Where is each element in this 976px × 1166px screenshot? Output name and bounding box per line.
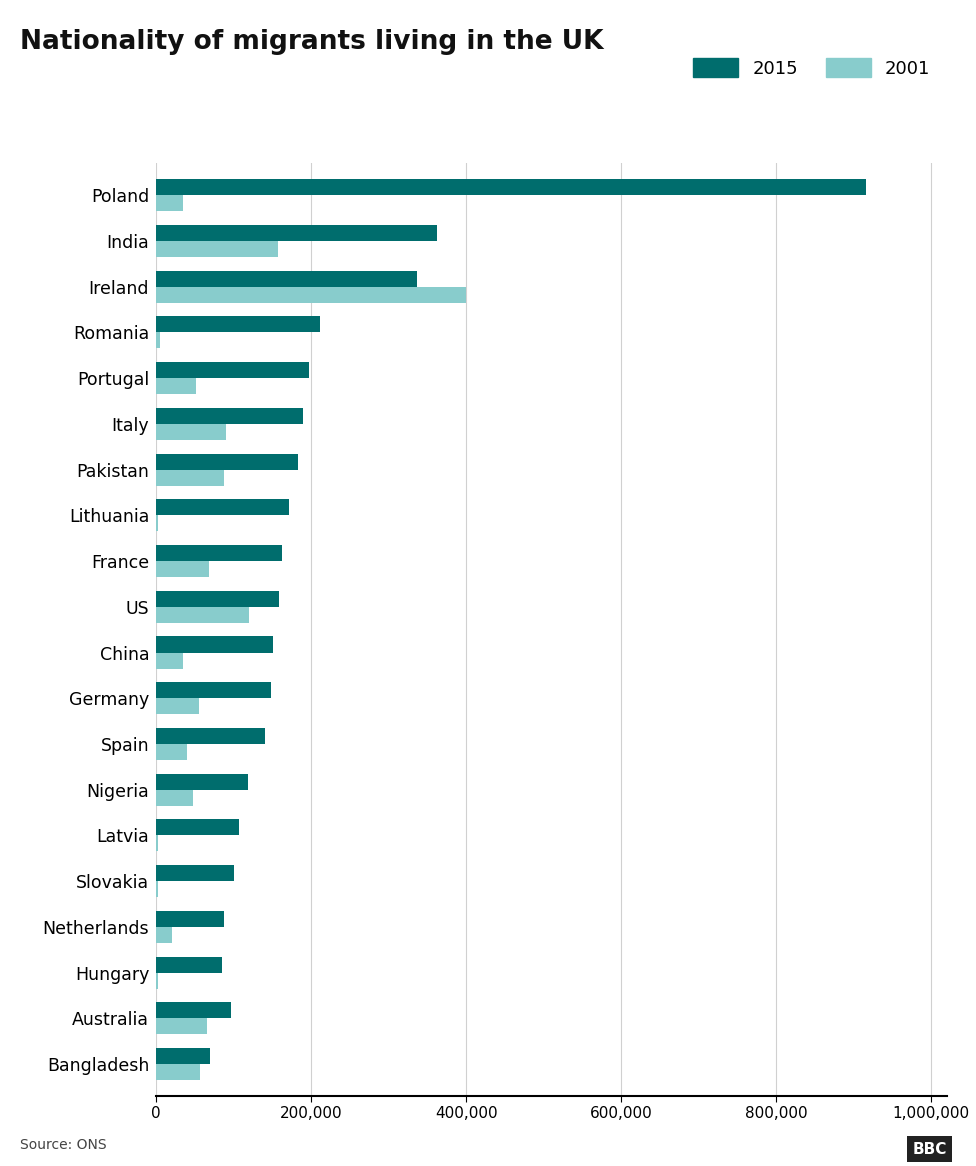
Bar [156, 1048, 211, 1065]
Bar [156, 561, 209, 577]
Text: Source: ONS: Source: ONS [20, 1138, 106, 1152]
Bar [156, 454, 298, 470]
Bar [156, 1003, 231, 1018]
Bar [156, 911, 224, 927]
Legend: 2015, 2001: 2015, 2001 [686, 51, 938, 85]
Bar [156, 774, 248, 789]
Bar [156, 835, 158, 851]
Bar [156, 363, 308, 378]
Bar [156, 698, 199, 715]
Bar [156, 545, 282, 561]
Bar [156, 728, 264, 744]
Bar [156, 1065, 200, 1080]
Bar [156, 225, 436, 241]
Bar [156, 881, 158, 897]
Bar [156, 316, 320, 332]
Text: Nationality of migrants living in the UK: Nationality of migrants living in the UK [20, 29, 603, 55]
Bar [156, 927, 172, 943]
Bar [156, 180, 866, 195]
Bar [156, 820, 239, 835]
Bar [156, 499, 289, 515]
Bar [156, 470, 224, 485]
Bar [156, 287, 467, 303]
Bar [156, 653, 183, 668]
Bar [156, 1018, 207, 1034]
Bar [156, 956, 223, 972]
Bar [156, 515, 158, 532]
Bar [156, 271, 417, 287]
Bar [156, 195, 183, 211]
Bar [156, 606, 249, 623]
Bar [156, 972, 158, 989]
Bar [156, 865, 233, 881]
Text: BBC: BBC [913, 1142, 947, 1157]
Bar [156, 591, 279, 606]
Bar [156, 789, 192, 806]
Bar [156, 408, 303, 424]
Bar [156, 378, 196, 394]
Bar [156, 637, 273, 653]
Bar [156, 241, 278, 257]
Bar [156, 332, 160, 349]
Bar [156, 744, 187, 760]
Bar [156, 682, 271, 698]
Bar [156, 424, 225, 440]
